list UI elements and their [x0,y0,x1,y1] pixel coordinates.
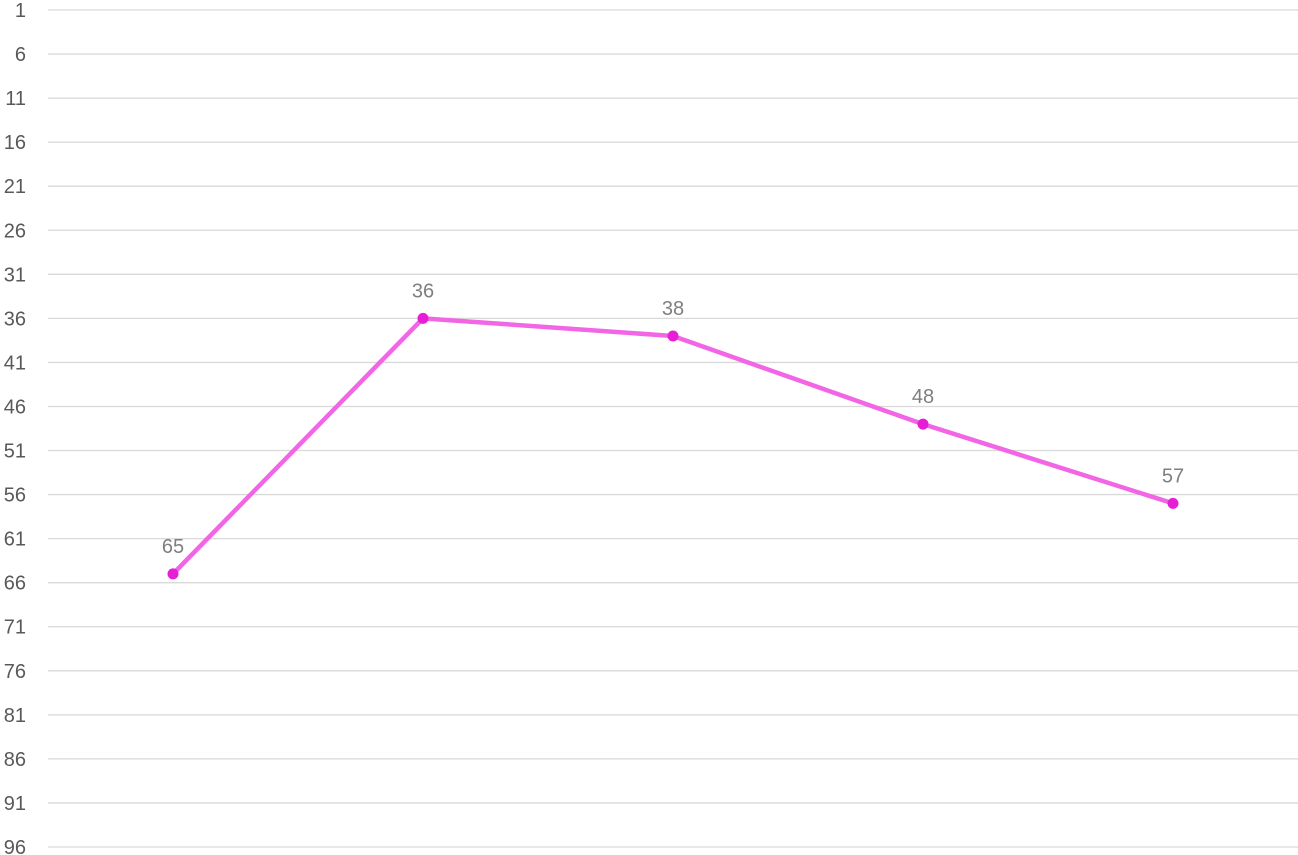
data-label: 38 [662,298,684,320]
data-label: 57 [1162,465,1184,487]
y-tick-label: 76 [4,661,26,683]
y-tick-label: 81 [4,705,26,727]
series-group: 65 36 38 48 57 [162,280,1184,580]
y-tick-label: 91 [4,793,26,815]
y-tick-label: 26 [4,220,26,242]
y-tick-label: 41 [4,352,26,374]
y-tick-label: 51 [4,441,26,463]
y-tick-label: 11 [5,88,26,110]
series-line [170,316,1176,577]
gridlines [48,9,1298,848]
data-label: 36 [412,280,434,302]
y-tick-label: 86 [4,749,26,771]
data-point [417,312,429,324]
y-tick-label: 21 [4,176,26,198]
y-tick-label: 31 [4,264,26,286]
y-tick-label: 16 [4,132,26,154]
data-point [667,330,679,342]
data-point [1167,497,1179,509]
data-point [167,568,179,580]
y-tick-label: 71 [4,617,26,639]
y-tick-label: 1 [15,0,26,22]
data-label: 65 [162,536,184,558]
y-tick-label: 56 [4,485,26,507]
y-tick-label: 66 [4,573,26,595]
y-tick-label: 96 [4,837,26,855]
data-label: 48 [912,386,934,408]
data-point [917,418,929,430]
y-tick-label: 36 [4,308,26,330]
y-tick-label: 61 [4,529,26,551]
y-tick-label: 6 [15,44,26,66]
y-tick-label: 46 [4,396,26,418]
